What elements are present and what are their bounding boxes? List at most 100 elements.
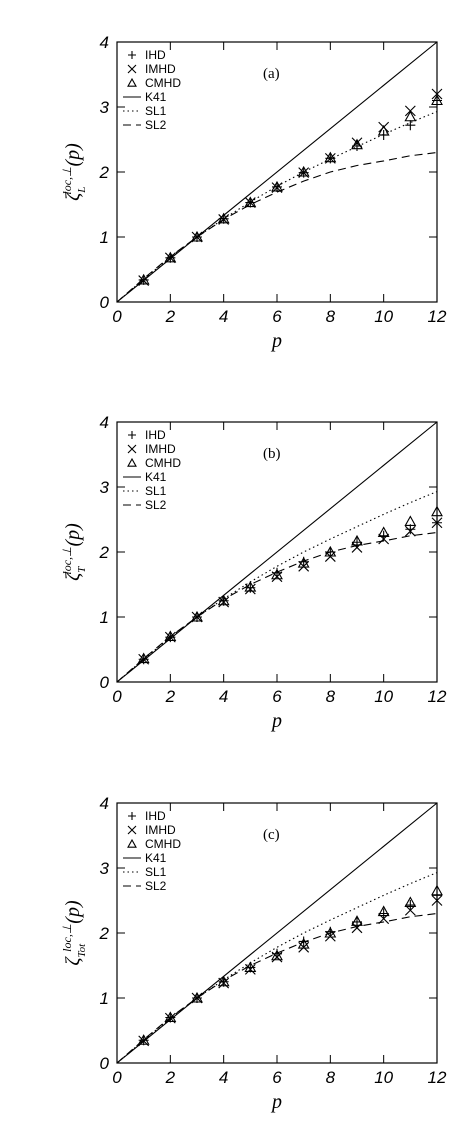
data-point	[217, 594, 230, 606]
annotation: (c)	[263, 827, 280, 843]
legend-label: CMHD	[145, 76, 181, 90]
y-label-symbol: ζ	[62, 571, 84, 581]
legend-label: K41	[145, 851, 167, 865]
x-tick-label: 6	[272, 307, 282, 326]
data-point	[404, 896, 417, 907]
marker-stroke	[127, 457, 137, 467]
marker-stroke	[431, 88, 443, 100]
data-point	[377, 124, 390, 136]
y-tick-label: 4	[100, 794, 109, 813]
legend-symbol	[127, 457, 137, 467]
marker-stroke	[127, 77, 137, 87]
series-line	[116, 491, 438, 683]
data-point	[244, 580, 257, 592]
x-tick-label: 4	[219, 687, 228, 706]
data-point	[431, 895, 443, 906]
panel: 0 2 4 6 8 10 1201234pζTloc,⊥(p)(b)IHDIMHDCMHDK…	[60, 413, 447, 732]
legend-label: CMHD	[145, 837, 181, 851]
data-point	[137, 273, 150, 285]
series-line	[116, 151, 438, 303]
marker-stroke	[137, 273, 150, 285]
marker-stroke	[271, 571, 283, 583]
data-point	[324, 151, 337, 163]
data-point	[351, 542, 363, 553]
data-point	[271, 951, 283, 963]
data-point	[351, 922, 363, 934]
marker-stroke	[244, 964, 256, 975]
legend-symbol	[127, 444, 137, 454]
y-label-sub: T	[76, 566, 88, 573]
marker-stroke	[351, 922, 363, 934]
marker-stroke	[351, 138, 363, 150]
y-axis-label: ζLloc,⊥(p)	[60, 143, 88, 201]
legend-label: IMHD	[145, 823, 176, 837]
marker-stroke	[431, 94, 443, 106]
marker-stroke	[377, 124, 390, 136]
x-tick-label: 0	[112, 1068, 122, 1087]
legend-label: IMHD	[145, 442, 176, 456]
x-tick-label: 10	[374, 687, 393, 706]
y-label-symbol: ζ	[62, 191, 84, 201]
marker-stroke	[127, 838, 137, 848]
marker-stroke	[127, 64, 137, 74]
y-tick-label: 1	[100, 989, 109, 1008]
y-tick-label: 3	[100, 98, 110, 117]
marker-stroke	[377, 526, 390, 538]
marker-stroke	[271, 568, 283, 580]
data-point	[191, 610, 203, 622]
data-point	[404, 525, 416, 537]
legend-label: K41	[145, 90, 167, 104]
plot-area	[116, 802, 443, 1064]
marker-stroke	[128, 51, 136, 59]
y-label-sub: L	[76, 187, 88, 194]
data-point	[271, 949, 283, 961]
series-line	[116, 872, 438, 1064]
series-line	[116, 421, 438, 683]
marker-stroke	[297, 165, 310, 177]
legend-label: IHD	[145, 48, 166, 62]
data-point	[244, 196, 257, 208]
legend-label: CMHD	[145, 456, 181, 470]
data-point	[431, 94, 443, 106]
data-point	[404, 515, 417, 526]
data-point	[271, 180, 283, 192]
data-point	[431, 517, 443, 529]
marker-stroke	[351, 542, 363, 553]
x-tick-label: 12	[428, 1068, 447, 1087]
data-point	[217, 975, 230, 987]
y-label-sup: loc,⊥	[60, 166, 74, 194]
data-point	[244, 583, 256, 595]
marker-stroke	[431, 505, 443, 517]
series-line	[116, 41, 438, 303]
plot-area	[116, 421, 443, 683]
legend-label: SL1	[145, 104, 167, 118]
x-tick-label: 2	[165, 307, 176, 326]
legend-symbol	[127, 825, 137, 835]
x-tick-label: 8	[326, 307, 336, 326]
marker-stroke	[405, 120, 416, 131]
x-tick-label: 0	[112, 687, 122, 706]
x-tick-label: 4	[219, 1068, 228, 1087]
legend-symbol	[127, 838, 137, 848]
marker-stroke	[404, 896, 417, 907]
data-point	[431, 505, 443, 517]
x-tick-label: 2	[165, 687, 176, 706]
legend-symbol	[127, 64, 137, 74]
x-tick-label: 6	[272, 1068, 282, 1087]
y-tick-label: 4	[100, 33, 109, 52]
x-tick-label: 2	[165, 1068, 176, 1087]
data-point	[377, 526, 390, 538]
marker-stroke	[431, 517, 443, 529]
y-label-arg: (p)	[62, 900, 84, 924]
panel: 0 2 4 6 8 10 1201234pζLloc,⊥(p)(a)IHDIMHDCMHDK…	[60, 33, 447, 352]
legend-label: K41	[145, 470, 167, 484]
legend-symbol	[128, 51, 136, 59]
y-tick-label: 0	[100, 673, 110, 692]
data-point	[431, 884, 443, 896]
y-axis-label: ζTloc,⊥(p)	[60, 523, 88, 581]
y-tick-label: 3	[100, 859, 110, 878]
marker-stroke	[128, 431, 136, 439]
series-line	[116, 802, 438, 1064]
marker-stroke	[191, 991, 203, 1003]
